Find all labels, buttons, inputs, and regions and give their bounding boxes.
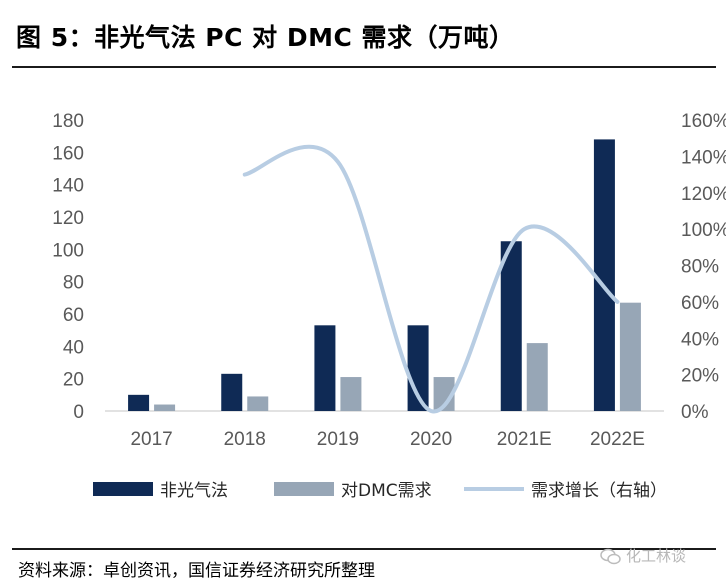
right-tick-label: 160% <box>681 111 726 132</box>
x-tick-label: 2022E <box>590 429 645 450</box>
legend: 非光气法 对DMC需求 需求增长（右轴） <box>93 481 667 501</box>
x-tick-label: 2020 <box>410 429 452 450</box>
top-rule <box>12 66 716 68</box>
left-axis: 0 20 40 60 80 100 120 140 160 180 <box>52 111 84 423</box>
watermark: 化工林谈 <box>600 545 686 566</box>
bars <box>128 139 641 411</box>
x-tick-labels: 2017 2018 2019 2020 2021E 2022E <box>130 429 644 450</box>
bar-series-1 <box>221 373 243 411</box>
left-tick-label: 100 <box>52 240 84 261</box>
x-tick-label: 2019 <box>317 429 359 450</box>
right-tick-label: 60% <box>681 293 719 314</box>
bar-series-1 <box>593 139 615 411</box>
left-tick-label: 20 <box>63 370 84 391</box>
right-tick-label: 40% <box>681 329 719 350</box>
legend-label: 非光气法 <box>160 481 228 501</box>
left-tick-label: 140 <box>52 176 84 197</box>
right-tick-label: 80% <box>681 257 719 278</box>
right-tick-label: 120% <box>681 184 726 205</box>
left-tick-label: 60 <box>63 305 84 326</box>
x-tick-label: 2021E <box>497 429 552 450</box>
growth-line-layer <box>242 144 620 414</box>
bar-series-2 <box>340 377 362 411</box>
right-tick-label: 100% <box>681 220 726 241</box>
left-tick-label: 120 <box>52 208 84 229</box>
legend-swatch-series-2 <box>274 482 334 496</box>
bar-series-1 <box>128 394 150 411</box>
bar-series-2 <box>433 377 455 411</box>
legend-swatch-series-1 <box>93 482 153 496</box>
right-tick-label: 0% <box>681 402 709 423</box>
left-tick-label: 40 <box>63 337 84 358</box>
wechat-icon <box>600 548 621 564</box>
left-tick-label: 180 <box>52 111 84 132</box>
right-tick-label: 140% <box>681 147 726 168</box>
growth-line <box>242 144 620 414</box>
watermark-text: 化工林谈 <box>626 547 687 565</box>
bar-series-1 <box>500 241 522 411</box>
figure-title: 图 5：非光气法 PC 对 DMC 需求（万吨） <box>16 23 515 52</box>
x-tick-label: 2017 <box>130 429 172 450</box>
left-tick-label: 80 <box>63 273 84 294</box>
bar-series-2 <box>526 343 548 411</box>
bar-series-1 <box>314 325 336 411</box>
right-tick-label: 20% <box>681 366 719 387</box>
left-tick-label: 0 <box>73 402 84 423</box>
legend-label: 对DMC需求 <box>341 481 432 501</box>
legend-label: 需求增长（右轴） <box>531 481 667 501</box>
bar-series-2 <box>619 302 641 411</box>
right-axis: 0% 20% 40% 60% 80% 100% 120% 140% 160% <box>681 111 726 423</box>
chart-area: 0 20 40 60 80 100 120 140 160 180 0% 20% 40% 60% 80% 1… <box>52 111 726 501</box>
bottom-rule <box>12 548 716 550</box>
bar-series-2 <box>154 404 176 411</box>
bar-series-2 <box>247 396 269 411</box>
x-tick-label: 2018 <box>224 429 266 450</box>
left-tick-label: 160 <box>52 143 84 164</box>
source-note: 资料来源：卓创资讯，国信证券经济研究所整理 <box>18 561 375 581</box>
